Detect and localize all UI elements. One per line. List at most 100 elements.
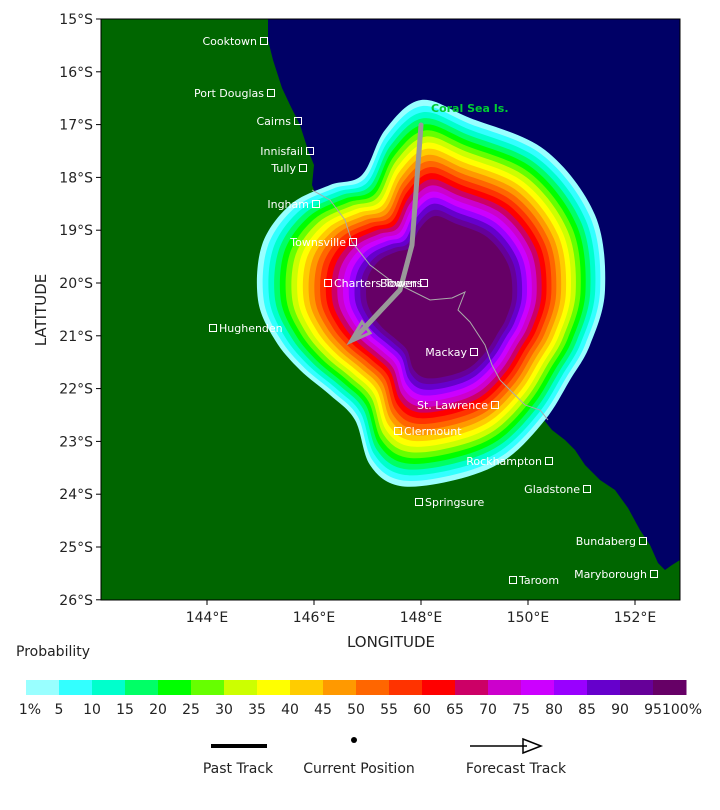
legend-label: 20 xyxy=(149,702,167,718)
city-marker xyxy=(470,348,478,356)
city-marker xyxy=(545,457,553,465)
lon-label: 144°E xyxy=(186,610,229,626)
legend-label: 65 xyxy=(446,702,464,718)
city-label: Taroom xyxy=(518,574,559,587)
legend-swatch xyxy=(257,680,291,695)
current-position-label: Current Position xyxy=(303,761,415,777)
lat-label: 24°S xyxy=(59,487,93,503)
city-label: Charters Towers xyxy=(334,277,423,290)
forecast-track xyxy=(346,122,424,346)
legend-swatch xyxy=(521,680,555,695)
legend-label: 55 xyxy=(380,702,398,718)
track-legend: Past Track Current Position Forecast Tra… xyxy=(203,737,567,777)
legend-swatch xyxy=(389,680,423,695)
legend-label: 10 xyxy=(83,702,101,718)
y-axis-title: LATITUDE xyxy=(32,274,50,347)
city-marker xyxy=(299,164,307,172)
legend-swatch xyxy=(59,680,93,695)
city-marker xyxy=(209,324,217,332)
lat-label: 19°S xyxy=(59,223,93,239)
forecast-arrow-icon xyxy=(522,737,544,755)
lat-label: 23°S xyxy=(59,434,93,450)
probability-rings xyxy=(256,99,606,487)
legend-swatch xyxy=(587,680,621,695)
legend-swatch xyxy=(92,680,126,695)
city-label: St. Lawrence xyxy=(417,399,488,412)
lon-label: 150°E xyxy=(507,610,550,626)
city-label: Innisfail xyxy=(260,145,303,158)
legend-label: 100% xyxy=(662,702,702,718)
city-marker xyxy=(639,537,647,545)
lat-label: 22°S xyxy=(59,382,93,398)
legend-label: 45 xyxy=(314,702,332,718)
x-axis-title: LONGITUDE xyxy=(347,633,435,651)
legend-label: 80 xyxy=(545,702,563,718)
city-marker xyxy=(509,576,517,584)
legend-label: 5 xyxy=(55,702,64,718)
city-marker xyxy=(394,427,402,435)
lat-label: 17°S xyxy=(59,118,93,134)
legend-swatch xyxy=(422,680,456,695)
lat-label: 25°S xyxy=(59,540,93,556)
city-marker xyxy=(267,89,275,97)
city-marker xyxy=(324,279,332,287)
legend-swatch xyxy=(455,680,489,695)
legend-swatch xyxy=(488,680,522,695)
legend-label: 1% xyxy=(19,702,41,718)
city-label: Cairns xyxy=(256,115,291,128)
legend-label: 15 xyxy=(116,702,134,718)
lon-label: 146°E xyxy=(293,610,336,626)
legend-label: 30 xyxy=(215,702,233,718)
legend-swatch xyxy=(158,680,192,695)
past-track-label: Past Track xyxy=(203,761,274,777)
city-label: Cooktown xyxy=(202,35,257,48)
city-label: Bundaberg xyxy=(576,535,636,548)
legend-label: 75 xyxy=(512,702,530,718)
legend-label: 60 xyxy=(413,702,431,718)
lat-label: 21°S xyxy=(59,329,93,345)
lat-label: 20°S xyxy=(59,276,93,292)
forecast-track-label: Forecast Track xyxy=(466,761,567,777)
legend-swatch xyxy=(620,680,654,695)
legend-swatch xyxy=(323,680,357,695)
legend-swatch xyxy=(191,680,225,695)
legend-label: 90 xyxy=(611,702,629,718)
legend-title: Probability xyxy=(16,644,90,660)
axes: 15°S 16°S 17°S 18°S 19°S 20°S 21°S 22°S 23°S 24°S… xyxy=(59,12,656,626)
lat-label: 18°S xyxy=(59,170,93,186)
probability-ring xyxy=(366,215,513,379)
current-position-dot xyxy=(351,737,357,743)
city-label: Maryborough xyxy=(574,568,647,581)
lon-label: 152°E xyxy=(614,610,657,626)
legend-swatch xyxy=(653,680,687,695)
lon-label: 148°E xyxy=(400,610,443,626)
city-label: Hughenden xyxy=(219,322,283,335)
legend-label: 40 xyxy=(281,702,299,718)
city-markers: Cooktown Port Douglas Cairns Innisfail Tully… xyxy=(194,35,658,587)
legend-label: 35 xyxy=(248,702,266,718)
city-label: Port Douglas xyxy=(194,87,264,100)
legend-label: 50 xyxy=(347,702,365,718)
lat-label: 26°S xyxy=(59,593,93,609)
coral-sea-label: Coral Sea Is. xyxy=(431,102,509,115)
city-label: Mackay xyxy=(425,346,467,359)
city-label: Ingham xyxy=(267,198,309,211)
legend-label: 70 xyxy=(479,702,497,718)
city-label: Gladstone xyxy=(524,483,580,496)
state-border xyxy=(311,189,549,421)
city-marker xyxy=(415,498,423,506)
legend-swatch xyxy=(356,680,390,695)
legend-label: 85 xyxy=(578,702,596,718)
city-marker xyxy=(583,485,591,493)
city-label: Clermount xyxy=(404,425,462,438)
legend-swatch xyxy=(224,680,258,695)
city-marker xyxy=(650,570,658,578)
city-label: Bowen xyxy=(380,277,417,290)
color-legend: 1% 5 10 15 20 25 30 35 40 45 50 55 60 65 70 75 80 85 90 95 1… xyxy=(19,680,702,718)
city-label: Townsville xyxy=(289,236,346,249)
city-marker xyxy=(312,200,320,208)
city-label: Rockhampton xyxy=(466,455,542,468)
city-label: Springsure xyxy=(425,496,484,509)
legend-swatch xyxy=(125,680,159,695)
